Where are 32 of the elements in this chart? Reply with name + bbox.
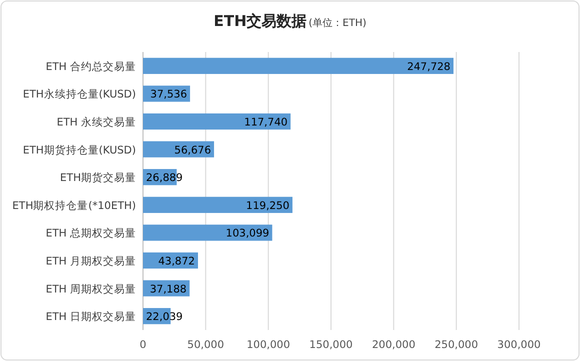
bar [143,196,292,213]
y-tick-label: ETH 永续交易量 [56,116,136,128]
chart-title: ETH交易数据 [214,12,307,30]
x-tick-label: 200,000 [372,339,416,351]
y-tick-label: ETH永续持仓量(KUSD) [22,88,136,101]
y-tick-label: ETH 周期权交易量 [46,282,136,296]
data-label: 56,676 [174,144,212,156]
bar [143,224,272,241]
data-label: 117,740 [244,116,288,128]
x-tick-label: 250,000 [434,339,478,351]
chart-subtitle: (单位：ETH) [308,17,366,29]
data-label: 37,536 [150,88,188,101]
bar [143,58,454,74]
y-tick-label: ETH期货持仓量(KUSD) [22,144,136,156]
x-tick-label: 50,000 [187,339,224,351]
data-label: 43,872 [158,256,195,268]
data-label: 119,250 [246,200,290,212]
y-tick-label: ETH期货交易量 [60,171,136,184]
data-label: 247,728 [407,60,450,73]
data-label: 103,099 [226,228,270,240]
y-tick-label: ETH期权持仓量(*10ETH) [12,200,136,212]
y-tick-label: ETH 月期权交易量 [46,254,136,268]
x-tick-label: 100,000 [246,339,290,351]
data-label: 37,188 [150,283,187,296]
x-tick-label: 0 [140,339,146,351]
y-tick-label: ETH 日期权交易量 [46,310,136,324]
bar [143,141,214,158]
bar [143,113,291,130]
y-tick-label: ETH 总期权交易量 [46,226,136,240]
y-tick-label: ETH 合约总交易量 [46,60,136,73]
x-tick-label: 150,000 [309,339,353,351]
x-tick-label: 300,000 [497,339,541,351]
